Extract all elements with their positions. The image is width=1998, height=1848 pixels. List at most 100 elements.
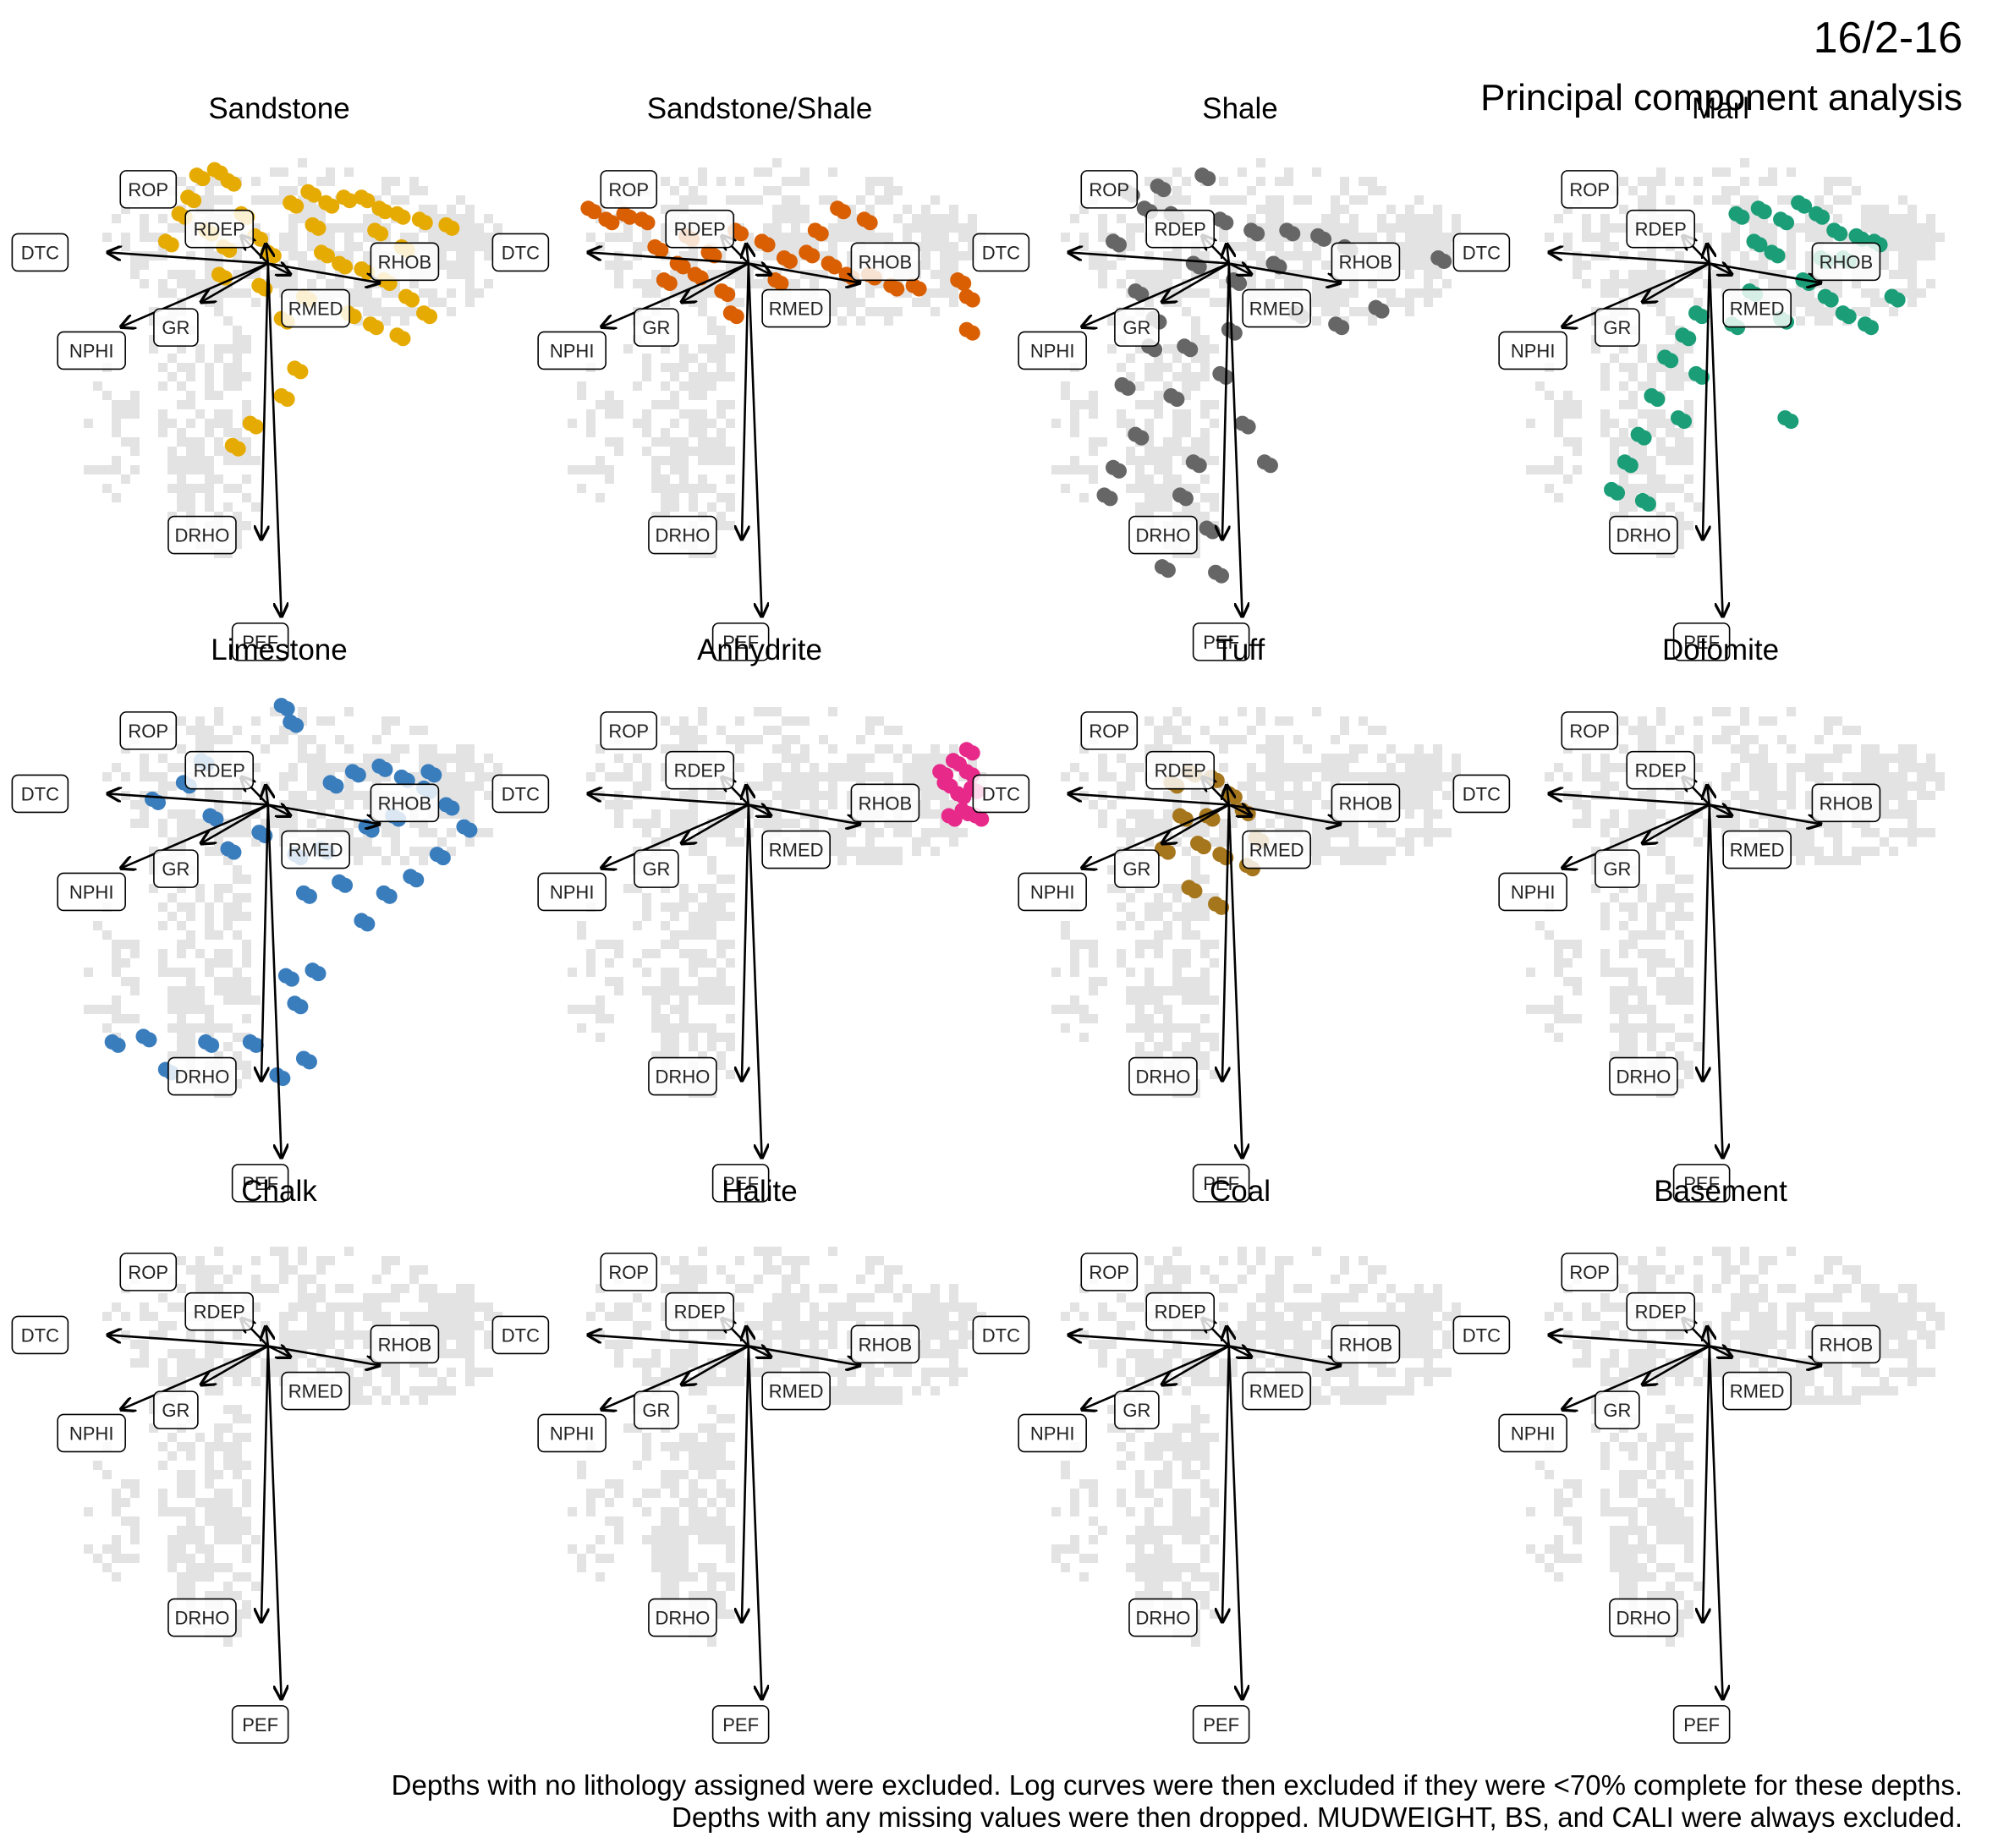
cloud-cell <box>716 354 726 363</box>
cloud-cell <box>1172 372 1182 381</box>
cloud-cell <box>456 242 465 251</box>
data-point <box>151 794 166 810</box>
cloud-cell <box>605 940 614 949</box>
data-point <box>395 331 411 347</box>
label-box-rhob <box>370 242 440 282</box>
cloud-cell <box>837 298 847 307</box>
cloud-cell <box>716 409 726 419</box>
cloud-cell <box>698 1051 707 1061</box>
cloud-cell <box>921 837 930 847</box>
cloud-cell <box>102 465 112 474</box>
data-point <box>395 209 411 225</box>
cloud-cell <box>251 270 261 279</box>
cloud-cell <box>177 465 186 474</box>
cloud-cell <box>1907 205 1917 214</box>
cloud-cell <box>1089 400 1098 409</box>
data-point <box>1797 198 1813 214</box>
cloud-cell <box>1284 251 1293 260</box>
cloud-cell <box>707 456 716 465</box>
cloud-cell <box>316 177 326 186</box>
cloud-cell <box>326 791 335 800</box>
cloud-cell <box>800 791 810 800</box>
cloud-cell <box>670 391 679 400</box>
label-nphi: NPHI <box>550 881 595 902</box>
cloud-cell <box>1424 242 1433 251</box>
cloud-cell <box>1098 772 1107 781</box>
cloud-cell <box>670 828 679 837</box>
cloud-cell <box>903 763 912 772</box>
cloud-cell <box>716 902 726 912</box>
cloud-cell <box>707 930 716 940</box>
cloud-cell <box>596 465 605 474</box>
cloud-cell <box>1666 372 1675 381</box>
cloud-cell <box>633 242 642 251</box>
cloud-cell <box>605 400 614 409</box>
cloud-cell <box>828 167 837 177</box>
cloud-cell <box>921 233 930 242</box>
cloud-cell <box>1628 279 1638 288</box>
cloud-cell <box>1247 772 1256 781</box>
cloud-cell <box>921 242 930 251</box>
cloud-cell <box>884 316 893 326</box>
cloud-cell <box>93 921 102 930</box>
cloud-cell <box>1731 242 1740 251</box>
cloud-cell <box>177 502 186 512</box>
cloud-cell <box>1154 409 1163 419</box>
cloud-cell <box>865 177 875 186</box>
cloud-cell <box>596 763 605 772</box>
data-point <box>1436 253 1452 269</box>
data-point <box>1240 419 1256 435</box>
cloud-cell <box>1089 391 1098 400</box>
cloud-cell <box>828 772 837 781</box>
cloud-cell <box>447 242 456 251</box>
cloud-cell <box>716 726 726 735</box>
cloud-cell <box>1656 167 1666 177</box>
cloud-cell <box>577 381 586 391</box>
cloud-cell <box>158 781 167 791</box>
data-point <box>338 259 354 275</box>
cloud-cell <box>1321 223 1331 233</box>
cloud-cell <box>1182 195 1191 205</box>
cloud-cell <box>223 1042 233 1051</box>
cloud-cell <box>1582 223 1591 233</box>
cloud-cell <box>1144 279 1154 288</box>
cloud-cell <box>679 409 689 419</box>
cloud-cell <box>112 428 121 437</box>
cloud-cell <box>1126 456 1135 465</box>
cloud-cell <box>1405 223 1414 233</box>
cloud-cell <box>679 735 689 744</box>
cloud-cell <box>1619 437 1628 447</box>
cloud-cell <box>400 744 409 754</box>
cloud-cell <box>1935 233 1945 242</box>
cloud-cell <box>316 791 326 800</box>
cloud-cell <box>1061 465 1070 474</box>
cloud-cell <box>205 456 214 465</box>
data-point <box>1285 226 1301 242</box>
cloud-cell <box>670 437 679 447</box>
cloud-cell <box>177 1033 186 1042</box>
label-dtc: DTC <box>502 783 540 804</box>
cloud-cell <box>1852 307 1861 316</box>
cloud-cell <box>140 800 149 809</box>
cloud-cell <box>251 223 261 233</box>
cloud-cell <box>949 288 958 298</box>
cloud-cell <box>1805 233 1814 242</box>
cloud-cell <box>828 223 837 233</box>
cloud-cell <box>1787 167 1796 177</box>
cloud-cell <box>651 1023 661 1033</box>
cloud-cell <box>158 279 167 288</box>
cloud-cell <box>437 763 447 772</box>
cloud-cell <box>1628 419 1638 428</box>
cloud-cell <box>214 735 223 744</box>
label-pef: PEF <box>722 632 759 653</box>
arrow-pef <box>747 804 762 1157</box>
cloud-cell <box>661 428 670 437</box>
cloud-cell <box>158 902 167 912</box>
cloud-cell <box>307 763 316 772</box>
cloud-cell <box>1331 288 1340 298</box>
cloud-cell <box>1182 381 1191 391</box>
cloud-cell <box>475 242 484 251</box>
cloud-cell <box>1573 270 1582 279</box>
arrow-rmed <box>267 263 290 274</box>
cloud-cell <box>307 233 316 242</box>
